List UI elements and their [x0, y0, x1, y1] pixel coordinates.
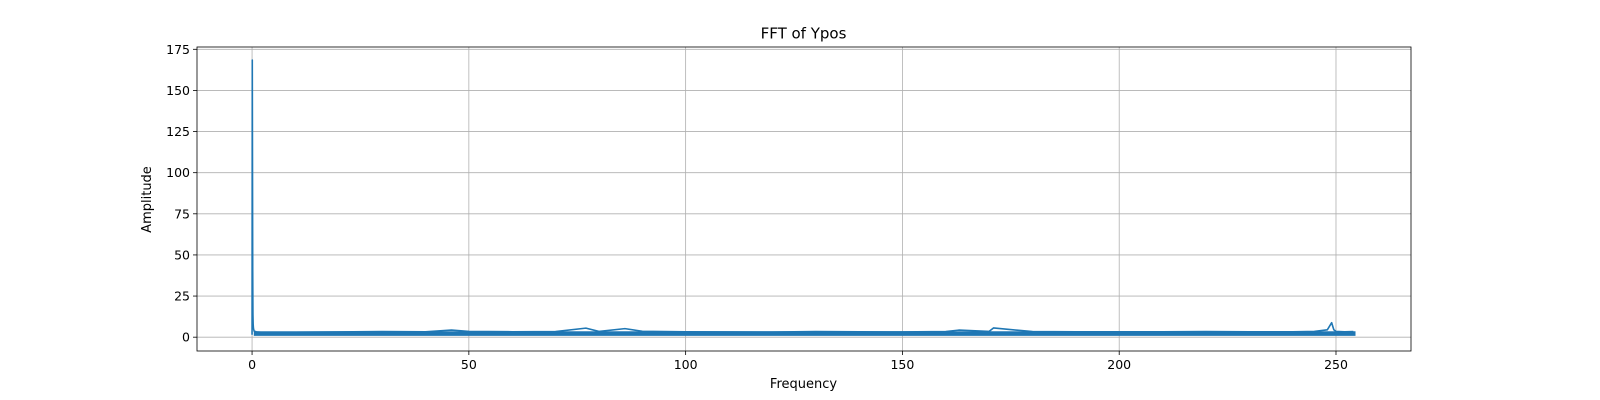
- y-tick-label: 100: [166, 165, 190, 180]
- fft-series-line: [251, 59, 1354, 335]
- grid-lines: [197, 47, 1411, 351]
- y-tick-label: 150: [166, 83, 190, 98]
- axes-frame: [196, 46, 1412, 352]
- y-tick-label: 50: [174, 247, 190, 262]
- fft-noise-floor: [253, 331, 1356, 336]
- x-tick-label: 200: [1107, 357, 1131, 372]
- y-axis-label: Amplitude: [140, 166, 155, 233]
- plot-area: [251, 59, 1356, 336]
- y-tick-label: 175: [166, 42, 190, 57]
- x-tick-label: 100: [674, 357, 698, 372]
- x-tick-label: 0: [248, 357, 256, 372]
- y-tick-label: 25: [174, 289, 190, 304]
- chart-title: FFT of Ypos: [761, 25, 847, 43]
- x-tick-label: 250: [1324, 357, 1348, 372]
- x-tick-label: 150: [890, 357, 914, 372]
- x-axis-ticks: 0 50 100 150 200 250: [248, 351, 1348, 372]
- x-tick-label: 50: [461, 357, 477, 372]
- y-axis-ticks: 0 25 50 75 100 125 150 175: [166, 42, 197, 345]
- y-tick-label: 125: [166, 124, 190, 139]
- x-axis-label: Frequency: [770, 377, 837, 392]
- y-tick-label: 0: [182, 330, 190, 345]
- y-tick-label: 75: [174, 206, 190, 221]
